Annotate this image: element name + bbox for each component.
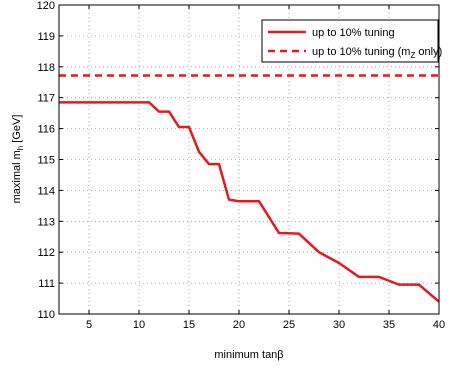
y-tick-label: 116 <box>37 124 55 136</box>
legend: up to 10% tuning up to 10% tuning (mZ on… <box>261 19 442 63</box>
y-axis-label-sub: h <box>16 146 25 150</box>
y-tick-label: 110 <box>37 309 55 321</box>
legend-box <box>261 19 439 63</box>
x-tick-label: 5 <box>86 319 92 331</box>
y-tick-label: 119 <box>37 31 55 43</box>
y-tick-label: 120 <box>37 0 55 12</box>
x-axis-label: minimum tanβ <box>214 349 283 361</box>
legend-label-dashed-prefix: up to 10% tuning (m <box>312 46 410 58</box>
ticks <box>59 4 440 315</box>
legend-label-solid: up to 10% tuning <box>312 27 395 39</box>
x-tick-label: 10 <box>133 319 145 331</box>
legend-label-dashed-suffix: only) <box>415 46 442 58</box>
series-line-solid <box>59 101 440 303</box>
y-tick-label: 117 <box>37 93 55 105</box>
x-tick-label: 35 <box>383 319 395 331</box>
y-tick-label: 112 <box>37 247 55 259</box>
x-tick-label: 40 <box>433 319 445 331</box>
y-tick-label: 114 <box>37 185 55 197</box>
tick-labels: 5 10 15 20 25 30 35 40 110 111 112 113 114 115 116 117 1… <box>37 0 445 331</box>
y-tick-label: 111 <box>38 278 55 290</box>
y-tick-label: 115 <box>37 155 55 167</box>
y-axis-label-main: maximal m <box>11 150 23 203</box>
y-tick-label: 118 <box>37 62 55 74</box>
legend-label-dashed: up to 10% tuning (mZ only) <box>312 46 442 60</box>
x-tick-label: 25 <box>283 319 295 331</box>
y-tick-label: 113 <box>37 216 55 228</box>
x-tick-label: 20 <box>233 319 245 331</box>
legend-label-dashed-sub: Z <box>410 51 415 60</box>
y-axis-label-unit: [GeV] <box>11 115 23 146</box>
x-tick-label: 30 <box>333 319 345 331</box>
series-layer <box>59 74 440 303</box>
y-axis-label: maximal mh [GeV] <box>11 115 25 204</box>
x-tick-label: 15 <box>183 319 195 331</box>
